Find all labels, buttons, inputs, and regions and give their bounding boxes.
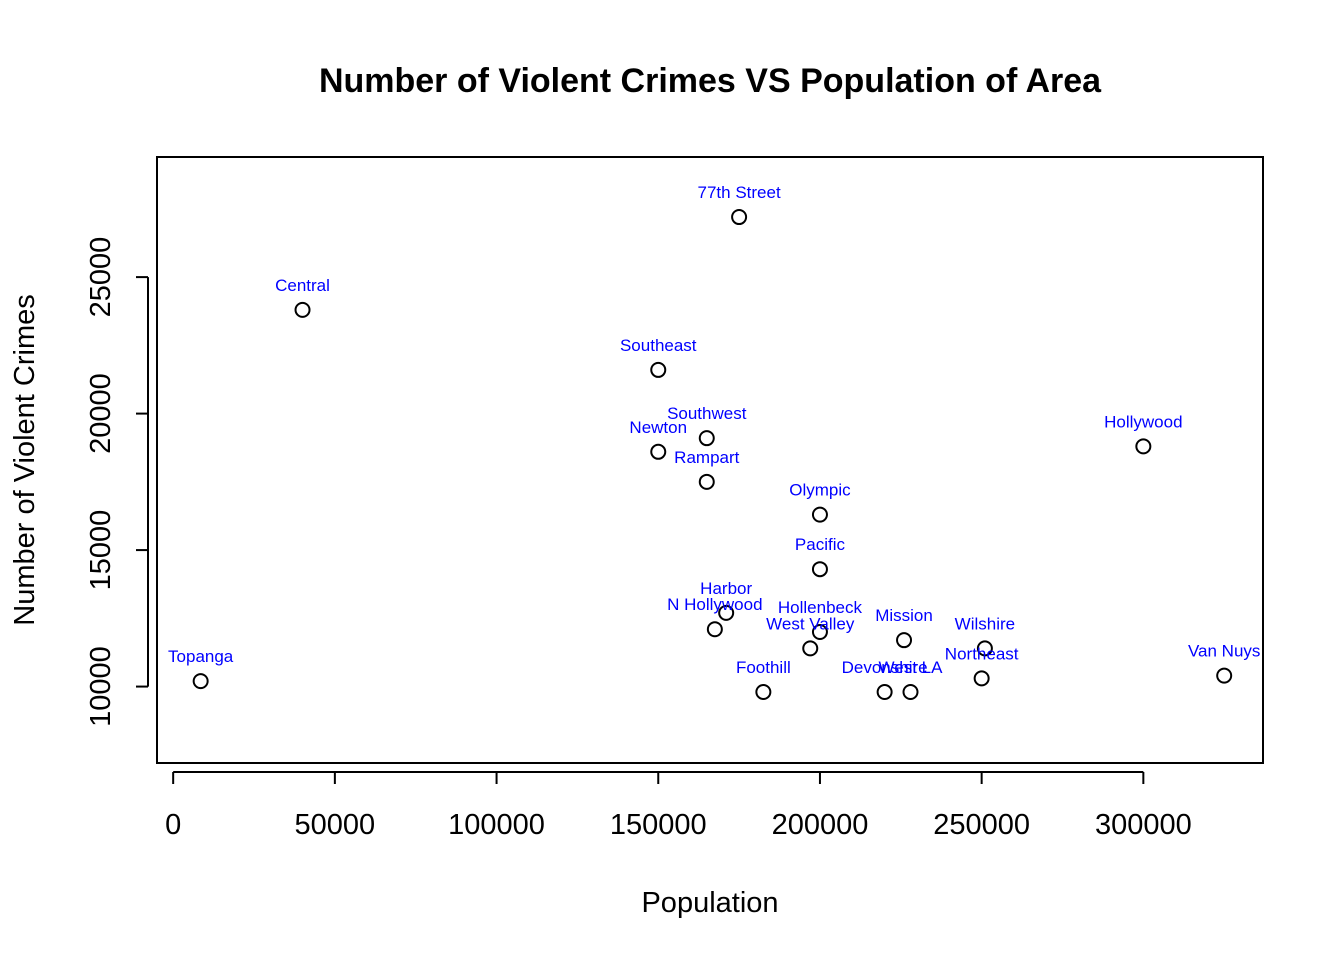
- point-label: Rampart: [674, 448, 739, 467]
- data-point: [973, 670, 990, 687]
- point-label: Wilshire: [955, 614, 1015, 633]
- y-axis: 10000 15000 20000 25000: [85, 237, 149, 727]
- point-label: Olympic: [789, 481, 851, 500]
- x-axis: 0 50000 100000 150000 200000 250000 300000: [165, 771, 1192, 841]
- data-point: [811, 561, 828, 578]
- point-label: Mission: [875, 606, 933, 625]
- data-point: [902, 684, 919, 701]
- y-axis-label: Number of Violent Crimes: [9, 294, 41, 625]
- data-point: [1135, 438, 1152, 455]
- data-point: [650, 443, 667, 460]
- point-label: 77th Street: [698, 183, 781, 202]
- point-label: Foothill: [736, 658, 791, 677]
- point-labels: 77th Street Central Southeast SouthwestNewt…: [168, 183, 1260, 677]
- point-label: Northeast: [945, 644, 1019, 663]
- y-tick-label: 20000: [85, 373, 117, 454]
- point-label: Newton: [629, 418, 687, 437]
- point-label: Devonshire: [842, 658, 928, 677]
- data-point: [876, 684, 893, 701]
- point-label: N Hollywood: [667, 595, 762, 614]
- data-point: [192, 673, 209, 690]
- x-tick-label: 50000: [295, 809, 376, 841]
- point-label: Van Nuys: [1188, 642, 1260, 661]
- x-tick-label: 250000: [933, 809, 1030, 841]
- point-label: Topanga: [168, 647, 234, 666]
- point-label: Hollywood: [1104, 412, 1182, 431]
- chart-title: Number of Violent Crimes VS Population o…: [319, 62, 1102, 100]
- y-tick-label: 10000: [85, 646, 117, 727]
- point-label: West LA: [879, 658, 944, 677]
- point-label: Southeast: [620, 336, 697, 355]
- data-point: [976, 640, 993, 657]
- data-point: [294, 301, 311, 318]
- data-point: [718, 604, 735, 621]
- data-point: [755, 684, 772, 701]
- data-points: [192, 209, 1233, 701]
- data-point: [811, 623, 828, 640]
- y-tick-label: 25000: [85, 237, 117, 318]
- point-label: Pacific: [795, 535, 846, 554]
- data-point: [1216, 667, 1233, 684]
- data-point: [896, 632, 913, 649]
- point-label: Southwest: [667, 404, 747, 423]
- point-label: Central: [275, 276, 330, 295]
- plot-frame: [156, 156, 1264, 764]
- data-point: [731, 209, 748, 226]
- data-point: [811, 506, 828, 523]
- x-axis-label: Population: [641, 887, 778, 919]
- point-label: Harbor: [700, 579, 752, 598]
- data-point: [706, 621, 723, 638]
- x-tick-label: 300000: [1095, 809, 1192, 841]
- x-tick-label: 150000: [610, 809, 707, 841]
- data-point: [698, 473, 715, 490]
- point-label: West Valley: [766, 614, 855, 633]
- y-tick-label: 15000: [85, 510, 117, 591]
- x-tick-label: 0: [165, 809, 181, 841]
- x-tick-label: 200000: [772, 809, 869, 841]
- data-point: [650, 361, 667, 378]
- x-tick-label: 100000: [448, 809, 545, 841]
- point-label: Hollenbeck: [778, 598, 863, 617]
- data-point: [802, 640, 819, 657]
- data-point: [698, 430, 715, 447]
